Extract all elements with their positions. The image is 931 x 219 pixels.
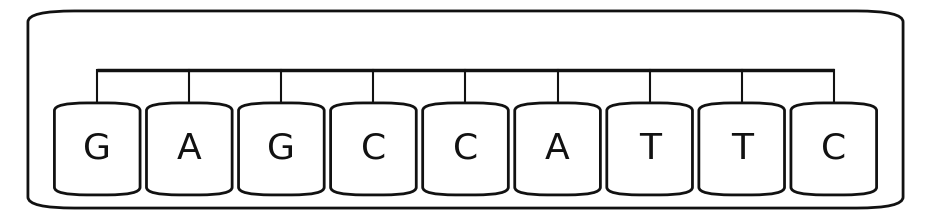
FancyBboxPatch shape	[146, 103, 232, 195]
FancyBboxPatch shape	[607, 103, 693, 195]
FancyBboxPatch shape	[331, 103, 416, 195]
FancyBboxPatch shape	[238, 103, 324, 195]
Text: G: G	[83, 132, 111, 166]
Text: T: T	[639, 132, 661, 166]
Text: C: C	[452, 132, 479, 166]
Text: A: A	[546, 132, 570, 166]
FancyBboxPatch shape	[699, 103, 785, 195]
Text: T: T	[731, 132, 752, 166]
Text: A: A	[177, 132, 202, 166]
FancyBboxPatch shape	[54, 103, 140, 195]
FancyBboxPatch shape	[791, 103, 877, 195]
Text: C: C	[821, 132, 846, 166]
FancyBboxPatch shape	[423, 103, 508, 195]
FancyBboxPatch shape	[28, 11, 903, 208]
Text: C: C	[361, 132, 386, 166]
FancyBboxPatch shape	[515, 103, 600, 195]
Text: G: G	[267, 132, 295, 166]
